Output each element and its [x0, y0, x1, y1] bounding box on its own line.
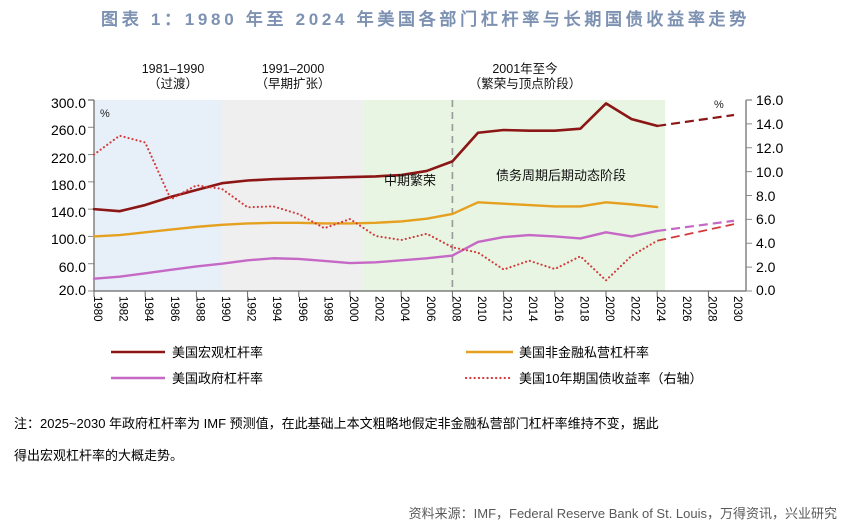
- svg-text:1986: 1986: [168, 296, 180, 322]
- svg-text:2002: 2002: [373, 296, 385, 322]
- svg-text:2018: 2018: [577, 296, 589, 322]
- svg-text:2000: 2000: [347, 296, 359, 322]
- svg-text:2020: 2020: [603, 296, 615, 322]
- svg-text:1992: 1992: [245, 296, 257, 322]
- svg-text:2028: 2028: [705, 296, 717, 322]
- svg-text:%: %: [100, 108, 110, 120]
- svg-text:2008: 2008: [449, 296, 461, 322]
- svg-text:2014: 2014: [526, 296, 538, 322]
- svg-text:美国非金融私营杠杆率: 美国非金融私营杠杆率: [519, 345, 649, 360]
- svg-text:1994: 1994: [270, 296, 282, 322]
- svg-text:2006: 2006: [424, 296, 436, 322]
- svg-text:2022: 2022: [629, 296, 641, 322]
- svg-text:1984: 1984: [142, 296, 154, 322]
- svg-text:中期繁荣: 中期繁荣: [384, 173, 436, 188]
- svg-text:美国政府杠杆率: 美国政府杠杆率: [172, 371, 263, 386]
- svg-text:2016: 2016: [552, 296, 564, 322]
- svg-text:2004: 2004: [398, 296, 410, 322]
- svg-text:美国宏观杠杆率: 美国宏观杠杆率: [172, 345, 263, 360]
- svg-text:1982: 1982: [117, 296, 129, 322]
- svg-text:%: %: [714, 99, 724, 111]
- svg-text:1996: 1996: [296, 296, 308, 322]
- svg-text:1998: 1998: [321, 296, 333, 322]
- svg-text:1990: 1990: [219, 296, 231, 322]
- svg-text:2024: 2024: [654, 296, 666, 322]
- svg-text:2010: 2010: [475, 296, 487, 322]
- svg-text:债务周期后期动态阶段: 债务周期后期动态阶段: [496, 168, 626, 183]
- svg-text:1988: 1988: [193, 296, 205, 322]
- svg-text:1980: 1980: [91, 296, 103, 322]
- svg-text:2026: 2026: [680, 296, 692, 322]
- svg-text:美国10年期国债收益率（右轴）: 美国10年期国债收益率（右轴）: [519, 371, 702, 386]
- svg-text:2030: 2030: [731, 296, 743, 322]
- svg-text:2012: 2012: [501, 296, 513, 322]
